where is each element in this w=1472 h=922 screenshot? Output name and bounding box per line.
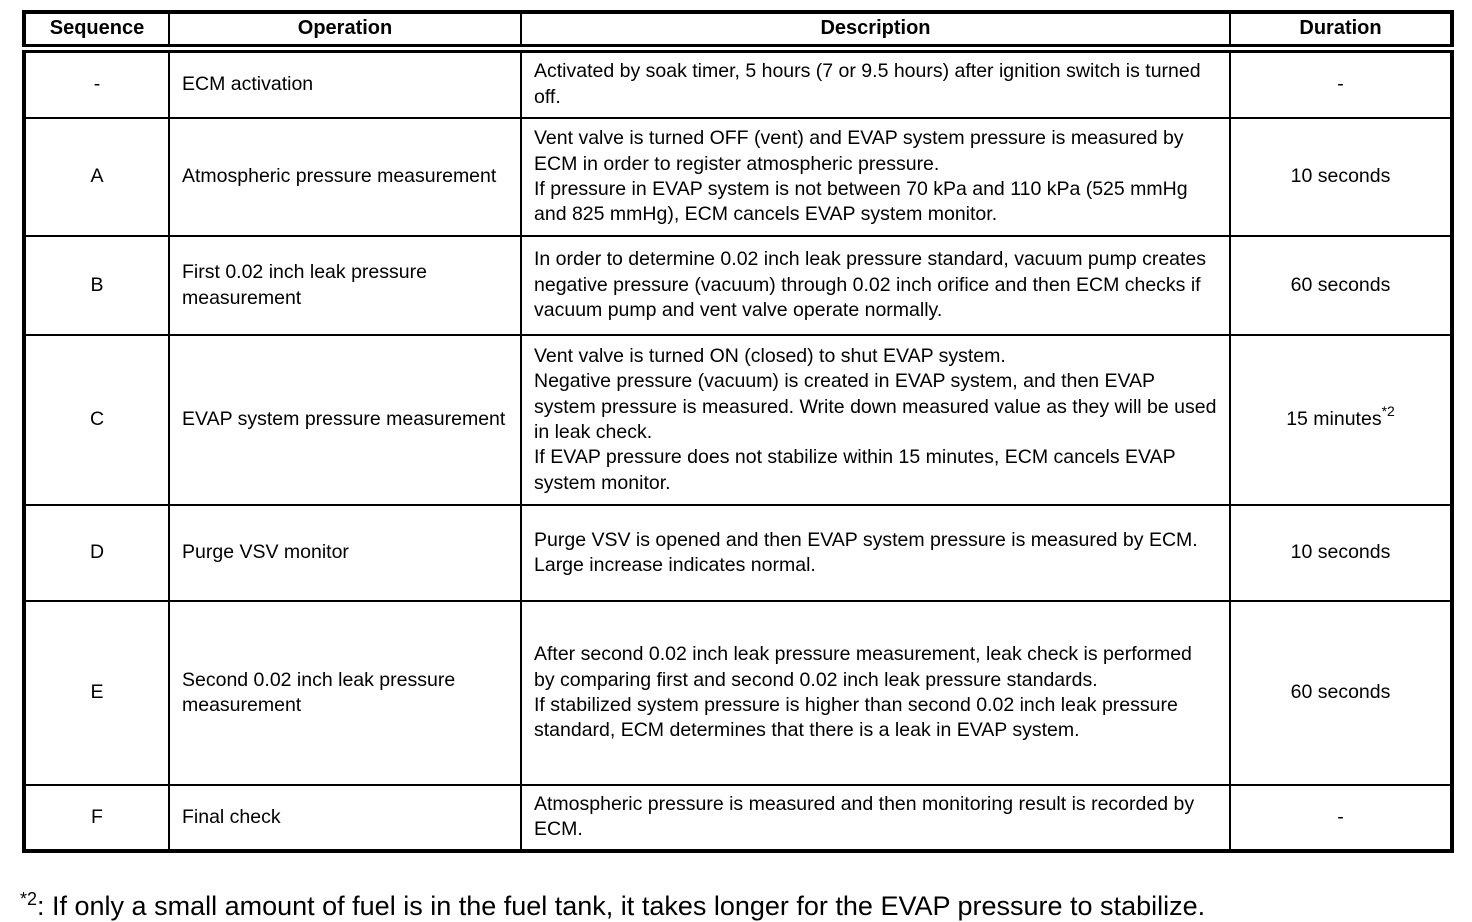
sequence-cell: C (23, 334, 170, 506)
sequence-cell: A (23, 117, 170, 237)
sequence-cell: B (23, 235, 170, 336)
operation-cell: ECM activation (168, 47, 522, 119)
table-row: B First 0.02 inch leak pressure measureme… (23, 235, 1453, 336)
description-cell: Vent valve is turned ON (closed) to shut… (520, 334, 1231, 506)
header-operation: Operation (168, 11, 522, 53)
evap-monitor-sequence-table: Sequence Operation Description Duration … (22, 10, 1454, 853)
duration-cell: 60 seconds (1229, 235, 1453, 336)
header-description: Description (520, 11, 1231, 53)
operation-cell: Second 0.02 inch leak pressure measureme… (168, 600, 522, 786)
duration-cell: 60 seconds (1229, 600, 1453, 786)
duration-value: 10 seconds (1290, 165, 1391, 188)
duration-value: - (1337, 805, 1344, 828)
operation-cell: Purge VSV monitor (168, 504, 522, 602)
footnote: *2: If only a small amount of fuel is in… (20, 890, 1205, 922)
duration-value: 15 minutes (1286, 408, 1382, 431)
footnote-marker: *2 (20, 889, 38, 909)
duration-cell: 10 seconds (1229, 504, 1453, 602)
duration-value: - (1337, 73, 1344, 96)
description-cell: After second 0.02 inch leak pressure mea… (520, 600, 1231, 786)
table-row: F Final check Atmospheric pressure is meas… (23, 784, 1453, 852)
header-duration: Duration (1229, 11, 1453, 53)
description-cell: Purge VSV is opened and then EVAP system… (520, 504, 1231, 602)
duration-value: 60 seconds (1290, 681, 1391, 704)
description-cell: In order to determine 0.02 inch leak pre… (520, 235, 1231, 336)
table-body: - ECM activation Activated by soak timer, … (23, 47, 1453, 852)
duration-cell: - (1229, 47, 1453, 119)
description-cell: Activated by soak timer, 5 hours (7 or 9… (520, 47, 1231, 119)
footnote-reference: *2 (1381, 402, 1395, 419)
operation-cell: Final check (168, 784, 522, 852)
duration-cell: 10 seconds (1229, 117, 1453, 237)
footnote-text: : If only a small amount of fuel is in t… (37, 891, 1206, 921)
table-row: C EVAP system pressure measurement Vent va… (23, 334, 1453, 506)
sequence-cell: F (23, 784, 170, 852)
duration-value: 60 seconds (1290, 273, 1391, 296)
description-cell: Atmospheric pressure is measured and the… (520, 784, 1231, 852)
duration-cell: - (1229, 784, 1453, 852)
table-row: A Atmospheric pressure measurement Vent va… (23, 117, 1453, 237)
duration-cell: 15 minutes*2 (1229, 334, 1453, 506)
operation-cell: First 0.02 inch leak pressure measuremen… (168, 235, 522, 336)
table-row: - ECM activation Activated by soak timer, … (23, 47, 1453, 119)
sequence-cell: E (23, 600, 170, 786)
sequence-cell: - (23, 47, 170, 119)
operation-cell: EVAP system pressure measurement (168, 334, 522, 506)
table-header: Sequence Operation Description Duration (23, 11, 1453, 53)
duration-value: 10 seconds (1290, 541, 1391, 564)
table-row: D Purge VSV monitor Purge VSV is opened an… (23, 504, 1453, 602)
header-row: Sequence Operation Description Duration (23, 11, 1453, 53)
header-sequence: Sequence (23, 11, 170, 53)
table-row: E Second 0.02 inch leak pressure measurem… (23, 600, 1453, 786)
sequence-cell: D (23, 504, 170, 602)
description-cell: Vent valve is turned OFF (vent) and EVAP… (520, 117, 1231, 237)
operation-cell: Atmospheric pressure measurement (168, 117, 522, 237)
